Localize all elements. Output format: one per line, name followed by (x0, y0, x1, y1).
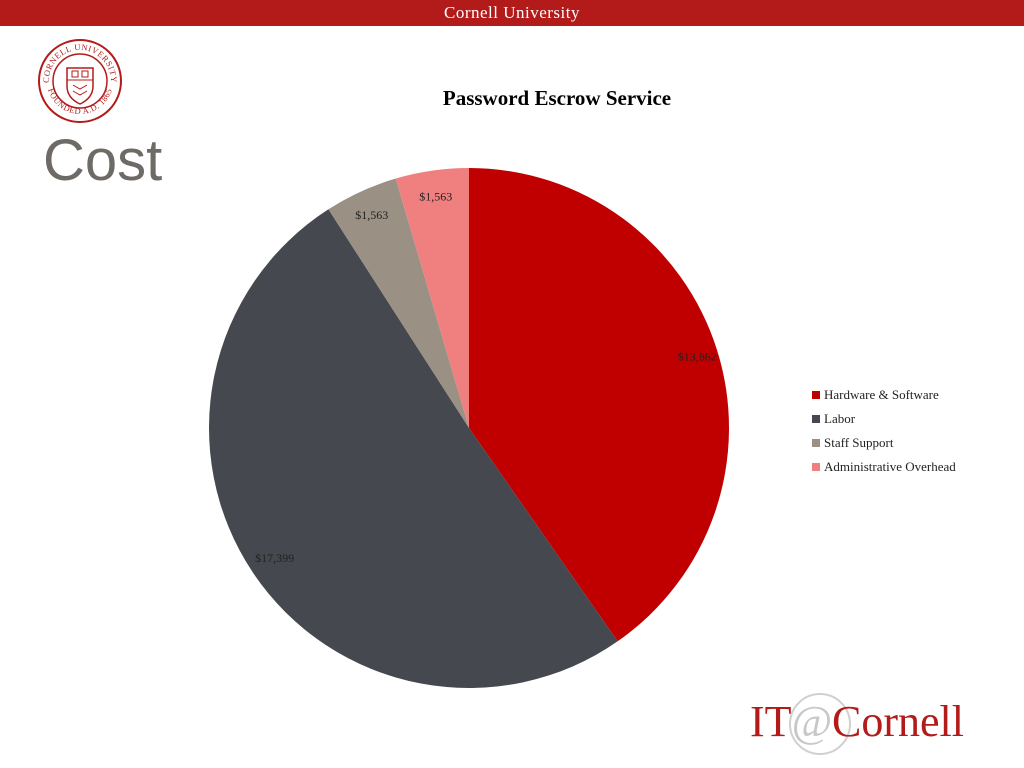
data-label-staff-support: $1,563 (355, 208, 388, 222)
legend-item-hardware-software: Hardware & Software (812, 383, 956, 407)
pie-slice-labor (209, 209, 618, 688)
cornell-seal-logo: CORNELL UNIVERSITY FOUNDED A.D. 1865 (38, 39, 122, 123)
legend-label-staff-support: Staff Support (824, 435, 894, 450)
data-label-administrative-overhead: $1,563 (419, 189, 452, 203)
pie-slice-administrative-overhead (395, 168, 469, 428)
legend-swatch-administrative-overhead (812, 463, 820, 471)
chart-title: Password Escrow Service (443, 86, 671, 110)
data-label-labor: $17,399 (255, 551, 294, 565)
legend-swatch-staff-support (812, 439, 820, 447)
chart-legend: Hardware & Software Labor Staff Support Adm… (812, 383, 956, 479)
legend-label-labor: Labor (824, 411, 856, 426)
legend-label-hardware-software: Hardware & Software (824, 387, 939, 402)
logo-text: IT@Cornell (750, 697, 964, 746)
university-name: Cornell University (443, 3, 580, 22)
it-at-cornell-logo: IT@Cornell (750, 686, 980, 756)
legend-label-administrative-overhead: Administrative Overhead (824, 459, 956, 474)
data-label-hardware-software: $13,862 (678, 349, 717, 363)
slide-title: Cost (43, 128, 163, 193)
legend-item-staff-support: Staff Support (812, 431, 956, 455)
pie-slice-hardware-software (469, 168, 729, 642)
legend-item-labor: Labor (812, 407, 956, 431)
legend-item-administrative-overhead: Administrative Overhead (812, 455, 956, 479)
legend-swatch-labor (812, 415, 820, 423)
pie-slice-staff-support (328, 178, 469, 428)
university-header-bar: Cornell University (0, 0, 1024, 26)
legend-swatch-hardware-software (812, 391, 820, 399)
